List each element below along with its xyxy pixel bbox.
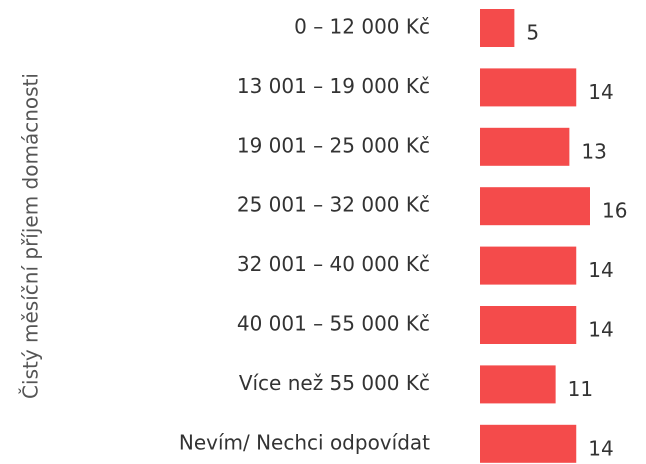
value-label: 5 [526,21,539,45]
bar [480,9,515,47]
category-label: Více než 55 000 Kč [239,371,430,395]
bar [480,246,577,285]
category-label: 19 001 – 25 000 Kč [237,133,430,157]
category-label: 25 001 – 32 000 Kč [237,193,430,217]
category-label: Nevím/ Nechci odpovídat [179,430,430,454]
bar [480,68,577,107]
bar [480,365,556,404]
category-label: 40 001 – 55 000 Kč [237,312,430,336]
value-label: 14 [588,436,613,460]
bar [480,306,577,344]
category-label: 32 001 – 40 000 Kč [237,252,430,276]
bar [480,127,570,166]
value-label: 13 [581,139,606,163]
value-label: 14 [588,318,613,342]
value-label: 14 [588,258,613,282]
bar [480,424,577,463]
category-label: 13 001 – 19 000 Kč [237,74,430,98]
value-label: 16 [602,199,627,223]
y-axis-label: Čistý měsíční příjem domácnosti [19,73,43,399]
value-label: 11 [568,377,593,401]
value-label: 14 [588,80,613,104]
bar [480,187,590,226]
category-label: 0 – 12 000 Kč [294,15,430,39]
